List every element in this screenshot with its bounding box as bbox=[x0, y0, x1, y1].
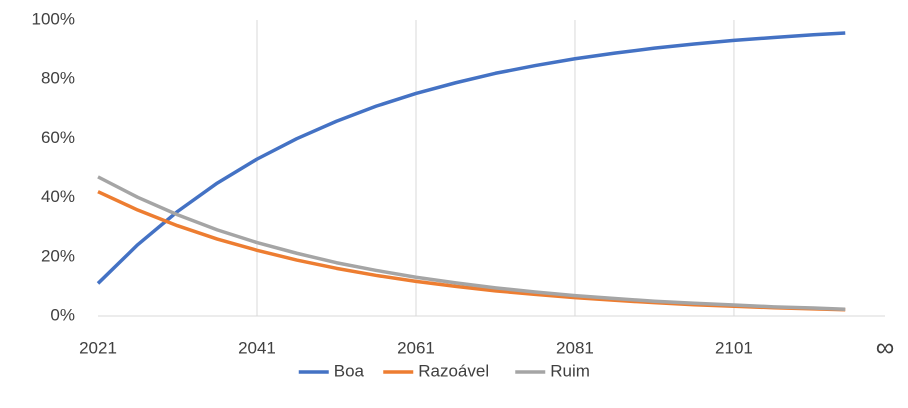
y-tick-label: 80% bbox=[41, 69, 75, 88]
x-tick-label: ∞ bbox=[876, 332, 895, 362]
y-tick-label: 100% bbox=[32, 9, 75, 28]
x-tick-label: 2101 bbox=[715, 338, 753, 357]
series-line bbox=[97, 190, 846, 312]
legend-label: Ruim bbox=[550, 361, 590, 380]
series-line bbox=[96, 31, 846, 285]
x-tick-label: 2061 bbox=[397, 338, 435, 357]
x-tick-label: 2041 bbox=[238, 338, 276, 357]
x-tick-label: 2021 bbox=[79, 338, 117, 357]
legend-label: Boa bbox=[334, 361, 365, 380]
y-tick-label: 60% bbox=[41, 128, 75, 147]
x-tick-label: 2081 bbox=[556, 338, 594, 357]
y-tick-label: 20% bbox=[41, 246, 75, 265]
series-line bbox=[97, 175, 846, 311]
legend-label: Razoável bbox=[418, 361, 489, 380]
y-tick-label: 40% bbox=[41, 187, 75, 206]
y-tick-label: 0% bbox=[50, 305, 75, 324]
